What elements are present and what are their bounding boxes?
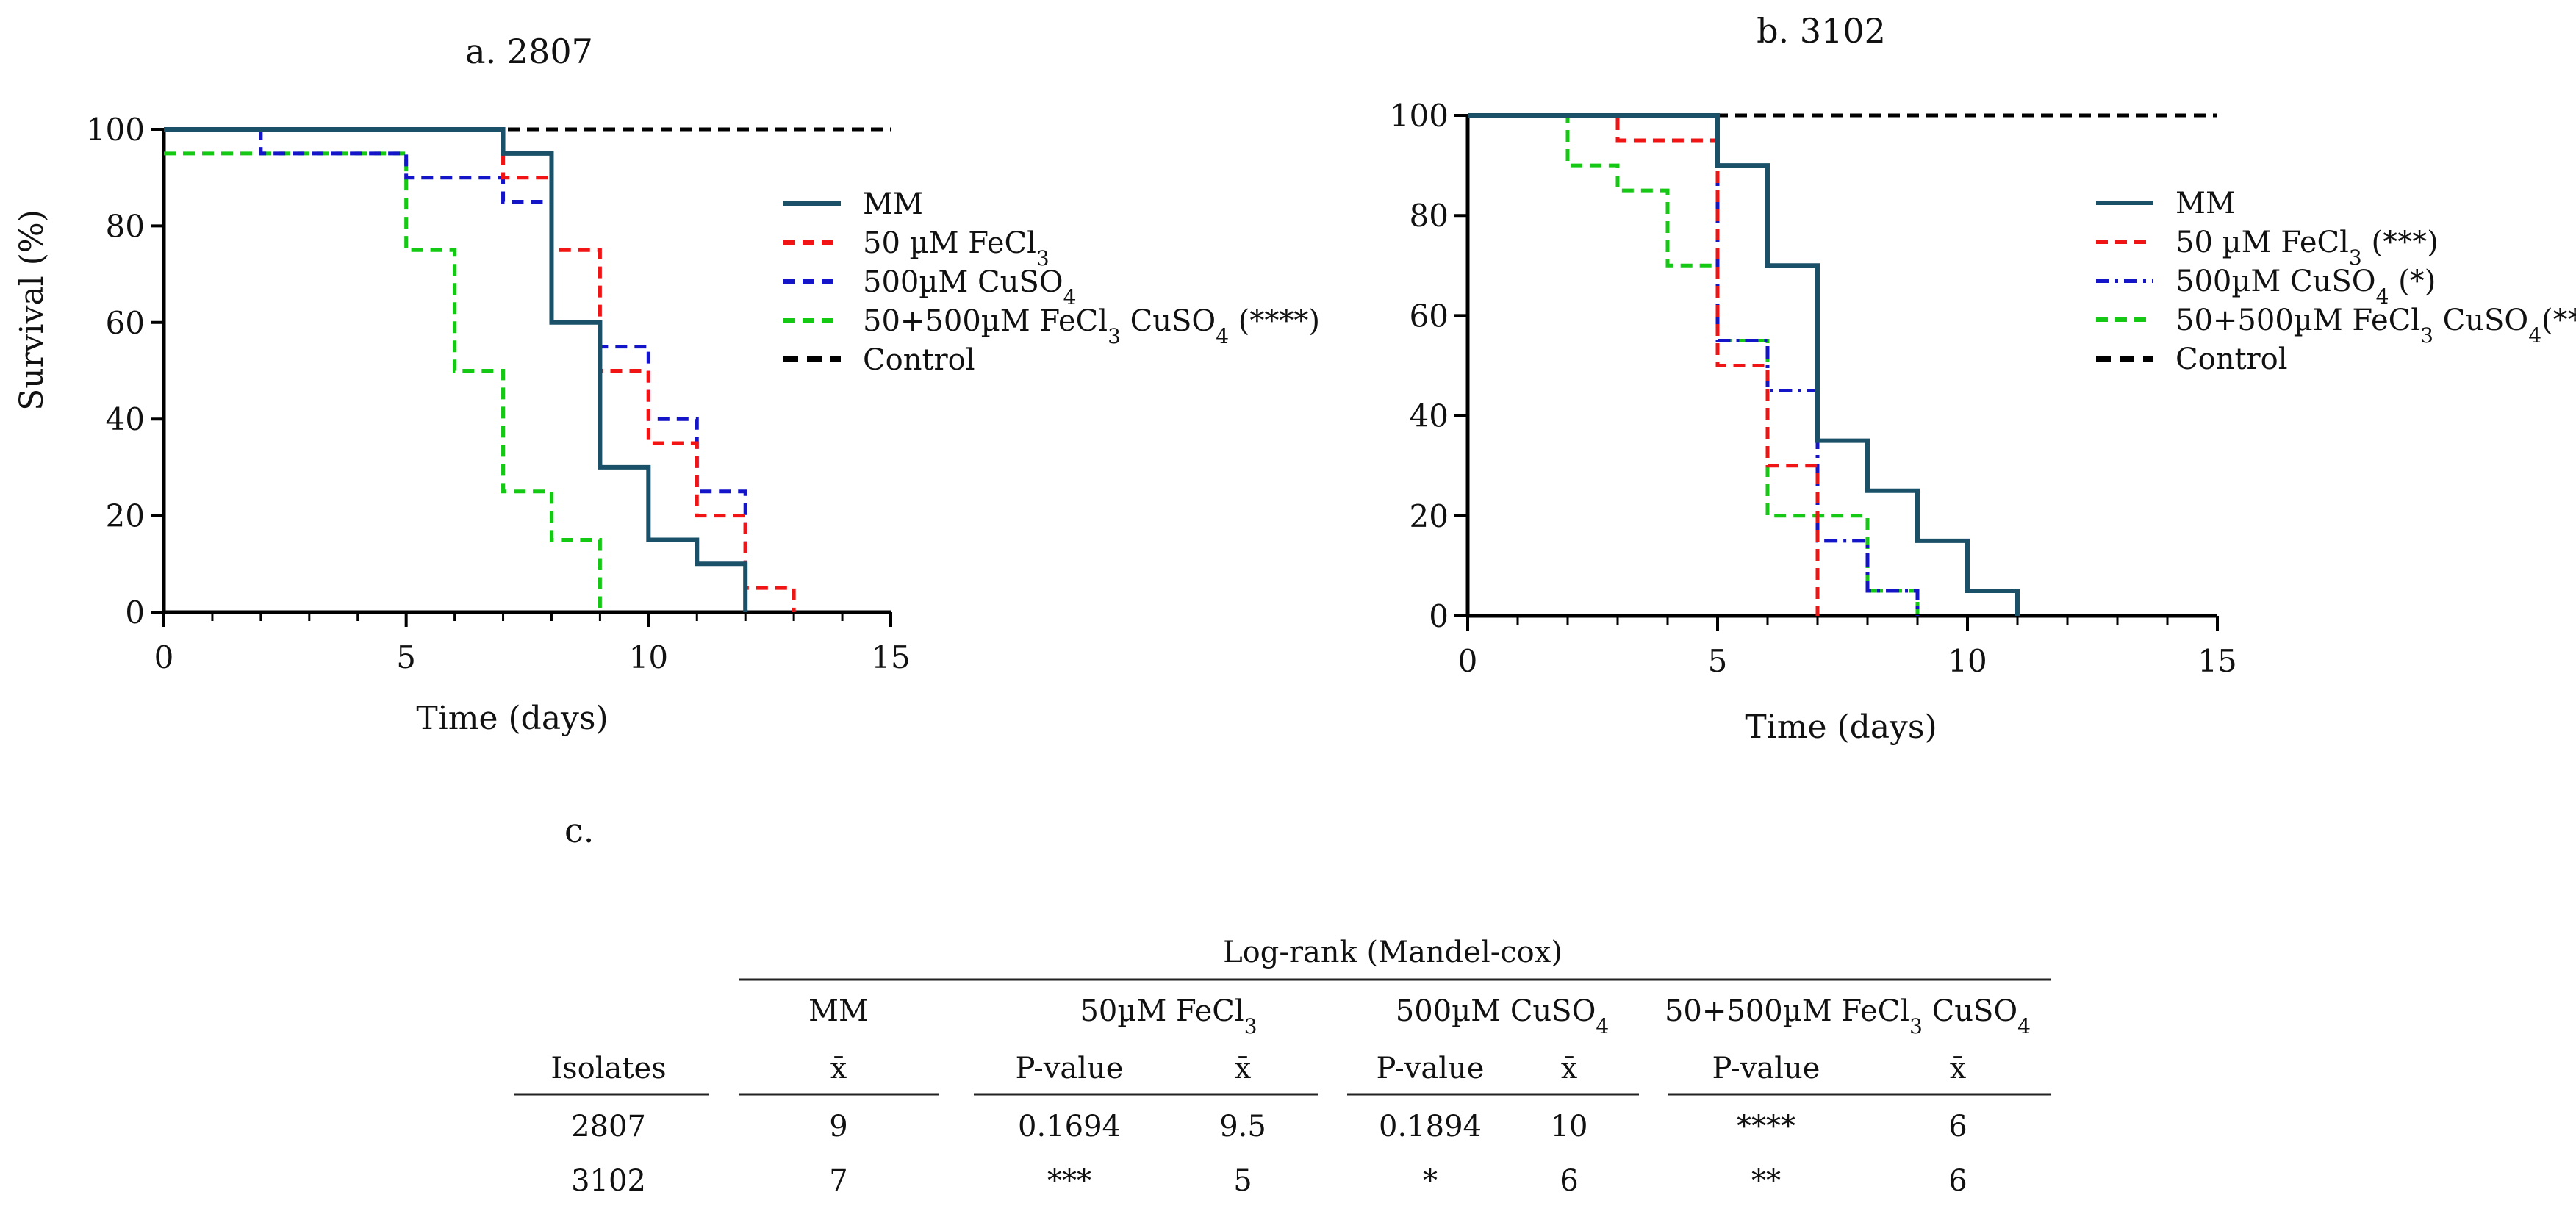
series-line-50-500-m-fecl3-cuso4 (1468, 113, 1920, 616)
table-column-header: x̄ (1561, 1052, 1578, 1085)
table-c: c. Log-rank (Mandel-cox) MM 50µM FeCl3 500… (514, 811, 2051, 1198)
table-cell: 6 (1948, 1164, 1967, 1198)
table-cell: 9 (829, 1110, 847, 1144)
series-line-50-500-m-fecl3-cuso4 (164, 151, 602, 612)
table-group-header: 50+500µM FeCl3 CuSO4 (1665, 994, 2031, 1038)
legend-label: 500µM CuSO4 (863, 265, 1076, 309)
chart-b-title: b. 3102 (1757, 11, 1886, 51)
x-tick-label: 5 (1708, 643, 1728, 679)
y-tick-label: 80 (106, 208, 145, 244)
chart-a: a. 2807 Survival (%) Time (days) 0 20 40 60… (13, 32, 1320, 737)
table-cell: 2807 (571, 1110, 646, 1144)
table-cell: 5 (1233, 1164, 1252, 1198)
table-cell: 0.1694 (1018, 1110, 1121, 1144)
table-cell: 7 (829, 1164, 847, 1198)
chart-b-xlabel: Time (days) (1745, 708, 1937, 746)
x-tick-label: 10 (1948, 643, 1987, 679)
y-tick-label: 100 (86, 112, 145, 148)
legend-label: Control (2175, 342, 2288, 376)
y-tick-label: 0 (125, 595, 145, 631)
table-cell: ** (1751, 1164, 1781, 1198)
y-tick-label: 20 (106, 498, 145, 534)
chart-b-axes: 0 20 40 60 80 100 0 5 10 15 (1390, 98, 2237, 679)
y-tick-label: 20 (1410, 498, 1449, 534)
y-tick-label: 0 (1429, 598, 1449, 634)
legend-label: 50+500µM FeCl3 CuSO4 (****) (863, 304, 1320, 348)
y-tick-label: 40 (1410, 398, 1449, 434)
table-cell: 9.5 (1219, 1110, 1266, 1144)
table-body: MM 50µM FeCl3 500µM CuSO4 50+500µM FeCl3 Cu… (514, 994, 2051, 1198)
chart-b: b. 3102 Time (days) 0 20 40 60 80 100 0 5 10 15 M… (1390, 11, 2576, 746)
table-cell: 6 (1948, 1110, 1967, 1144)
y-tick-label: 60 (1410, 298, 1449, 334)
chart-a-ylabel: Survival (%) (13, 209, 51, 411)
table-super-header: Log-rank (Mandel-cox) (1223, 936, 1563, 969)
table-cell: 3102 (571, 1164, 646, 1198)
legend-label: MM (863, 187, 923, 221)
chart-b-series (1468, 113, 2217, 616)
series-line-50-m-fecl3 (1468, 113, 1820, 616)
table-group-header: 500µM CuSO4 (1396, 994, 1609, 1038)
series-line-mm (1468, 113, 2020, 616)
y-tick-label: 100 (1390, 98, 1449, 134)
y-tick-label: 80 (1410, 198, 1449, 234)
x-tick-label: 0 (154, 639, 174, 675)
table-column-header: x̄ (1235, 1052, 1252, 1085)
legend-label: 50 µM FeCl3 (863, 226, 1050, 270)
table-c-label: c. (564, 811, 594, 850)
series-line-500-m-cuso4 (1468, 113, 1920, 616)
x-tick-label: 5 (396, 639, 416, 675)
table-column-header: P-value (1016, 1052, 1124, 1085)
x-tick-label: 15 (2198, 643, 2236, 679)
x-tick-label: 0 (1458, 643, 1478, 679)
legend-label: 50+500µM FeCl3 CuSO4(**) (2175, 304, 2576, 348)
legend-label: 50 µM FeCl3 (***) (2175, 226, 2439, 270)
table-cell: 0.1894 (1379, 1110, 1482, 1144)
table-column-header: x̄ (830, 1052, 847, 1085)
table-cell: 6 (1560, 1164, 1578, 1198)
chart-a-series (164, 127, 891, 612)
table-group-header: 50µM FeCl3 (1080, 994, 1257, 1038)
table-column-header: x̄ (1950, 1052, 1967, 1085)
table-cell: **** (1737, 1110, 1795, 1144)
y-tick-label: 40 (106, 401, 145, 437)
chart-a-xlabel: Time (days) (416, 700, 608, 737)
series-line-mm (164, 127, 748, 612)
legend-label: Control (863, 343, 975, 377)
table-column-header: P-value (1712, 1052, 1820, 1085)
chart-a-axes: 0 20 40 60 80 100 0 5 10 15 (86, 112, 911, 675)
chart-a-title: a. 2807 (465, 32, 593, 71)
table-column-header: P-value (1377, 1052, 1485, 1085)
table-cell: * (1423, 1164, 1438, 1198)
table-cell: 10 (1551, 1110, 1588, 1144)
series-line-50-m-fecl3 (164, 127, 796, 612)
table-cell: *** (1047, 1164, 1091, 1198)
x-tick-label: 10 (629, 639, 668, 675)
legend-label: MM (2175, 187, 2236, 220)
table-group-header: MM (808, 994, 869, 1028)
legend-label: 500µM CuSO4 (*) (2175, 265, 2436, 309)
chart-b-legend: MM 50 µM FeCl3 (***)500µM CuSO4 (*)50+500… (2096, 187, 2576, 376)
y-tick-label: 60 (106, 305, 145, 341)
table-column-header: Isolates (550, 1052, 666, 1085)
x-tick-label: 15 (871, 639, 910, 675)
